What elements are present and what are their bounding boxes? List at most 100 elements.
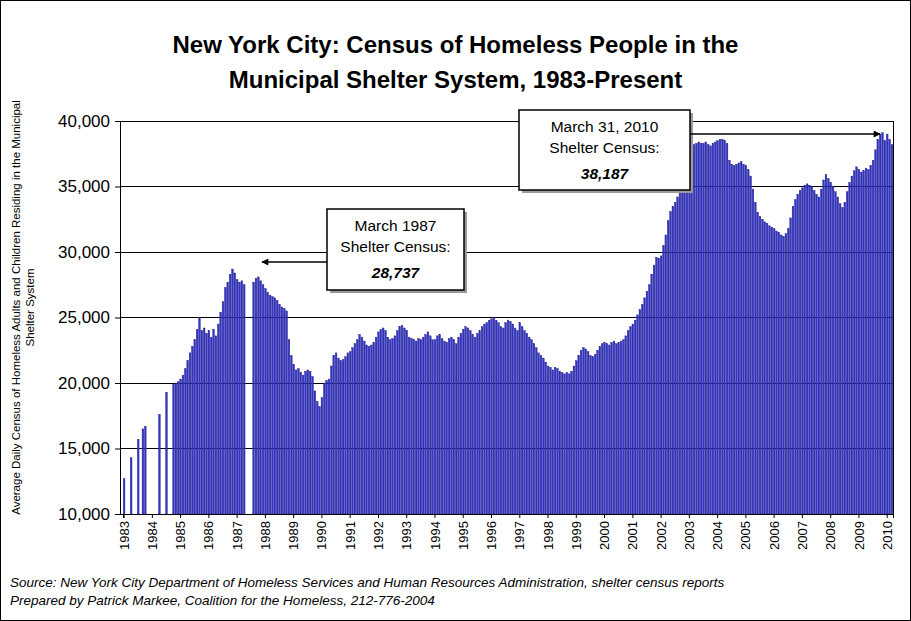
bar xyxy=(396,331,398,514)
x-tick-label: 1992 xyxy=(371,521,386,550)
bar xyxy=(298,369,300,514)
bar xyxy=(203,328,205,514)
bar xyxy=(531,340,533,514)
bar xyxy=(465,327,467,514)
bar xyxy=(634,320,636,514)
bar xyxy=(830,183,832,514)
bar xyxy=(771,227,773,514)
y-tick-mark xyxy=(115,252,120,253)
bar xyxy=(656,257,658,514)
bar xyxy=(637,315,639,514)
annotation-box xyxy=(519,110,690,190)
x-tick-mark xyxy=(519,514,520,518)
bar xyxy=(823,180,825,514)
bar xyxy=(696,143,698,514)
bar xyxy=(239,282,241,514)
annotation-text: March 31, 2010 xyxy=(551,118,659,135)
y-tick-mark xyxy=(115,318,120,319)
bar xyxy=(446,342,448,514)
bar xyxy=(321,397,323,514)
bar xyxy=(262,285,264,514)
bar xyxy=(580,350,582,514)
x-tick: 1993 xyxy=(399,514,414,550)
bar xyxy=(288,340,290,514)
bar xyxy=(394,336,396,514)
bar xyxy=(773,228,775,514)
bar xyxy=(780,235,782,514)
bar xyxy=(540,355,542,514)
bar xyxy=(844,202,846,514)
bar xyxy=(215,336,217,514)
bar xyxy=(415,341,417,514)
bar xyxy=(827,179,829,514)
y-tick-mark xyxy=(115,449,120,450)
bar xyxy=(538,353,540,514)
bar xyxy=(196,329,198,514)
bar xyxy=(639,310,641,514)
bar xyxy=(705,142,707,514)
x-tick-label: 2001 xyxy=(625,521,640,550)
bar xyxy=(797,194,799,514)
bar xyxy=(177,382,179,514)
bar xyxy=(283,308,285,514)
bar xyxy=(790,218,792,514)
bar xyxy=(837,197,839,514)
bar xyxy=(220,312,222,514)
bar xyxy=(658,259,660,514)
bar xyxy=(469,331,471,514)
bar xyxy=(276,300,278,514)
bar xyxy=(462,329,464,514)
y-tick-mark xyxy=(115,514,120,515)
bar xyxy=(142,429,144,514)
bar xyxy=(380,329,382,514)
bar xyxy=(526,333,528,514)
bar xyxy=(378,332,380,514)
x-tick: 2005 xyxy=(738,514,753,550)
bar xyxy=(717,141,719,514)
bar xyxy=(875,150,877,514)
bar xyxy=(851,176,853,514)
bar xyxy=(757,213,759,514)
bar xyxy=(853,171,855,514)
bar xyxy=(425,335,427,514)
bar xyxy=(604,342,606,514)
bar xyxy=(571,371,573,514)
bar xyxy=(401,325,403,514)
bar xyxy=(354,344,356,514)
bar xyxy=(783,236,785,514)
bar xyxy=(210,337,212,514)
bar xyxy=(269,295,271,514)
x-tick-mark xyxy=(576,514,577,518)
chart-svg: New York City: Census of Homeless People… xyxy=(0,0,911,621)
x-tick: 2000 xyxy=(597,514,612,550)
bar xyxy=(444,341,446,514)
bar xyxy=(451,337,453,514)
x-tick-mark xyxy=(830,514,831,518)
bar xyxy=(877,139,879,514)
bar xyxy=(368,346,370,514)
bar xyxy=(312,376,314,514)
bar xyxy=(272,297,274,514)
bar xyxy=(422,337,424,514)
bar xyxy=(865,168,867,514)
bar xyxy=(769,226,771,514)
bar xyxy=(316,401,318,514)
bar xyxy=(187,361,189,514)
bar xyxy=(455,344,457,514)
title: New York City: Census of Homeless People… xyxy=(173,31,739,93)
x-tick: 1990 xyxy=(314,514,329,550)
bar xyxy=(882,133,884,514)
bar xyxy=(752,189,754,514)
x-tick: 1995 xyxy=(456,514,471,550)
bar xyxy=(363,341,365,514)
bar xyxy=(785,234,787,514)
bar xyxy=(495,320,497,514)
bar xyxy=(625,336,627,514)
x-tick-label: 1989 xyxy=(286,521,301,550)
bar xyxy=(389,340,391,514)
bar xyxy=(305,371,307,514)
y-axis-title-line: Average Daily Census of Homeless Adults … xyxy=(10,100,22,515)
bar xyxy=(319,407,321,514)
bar xyxy=(599,346,601,514)
bar xyxy=(411,338,413,514)
